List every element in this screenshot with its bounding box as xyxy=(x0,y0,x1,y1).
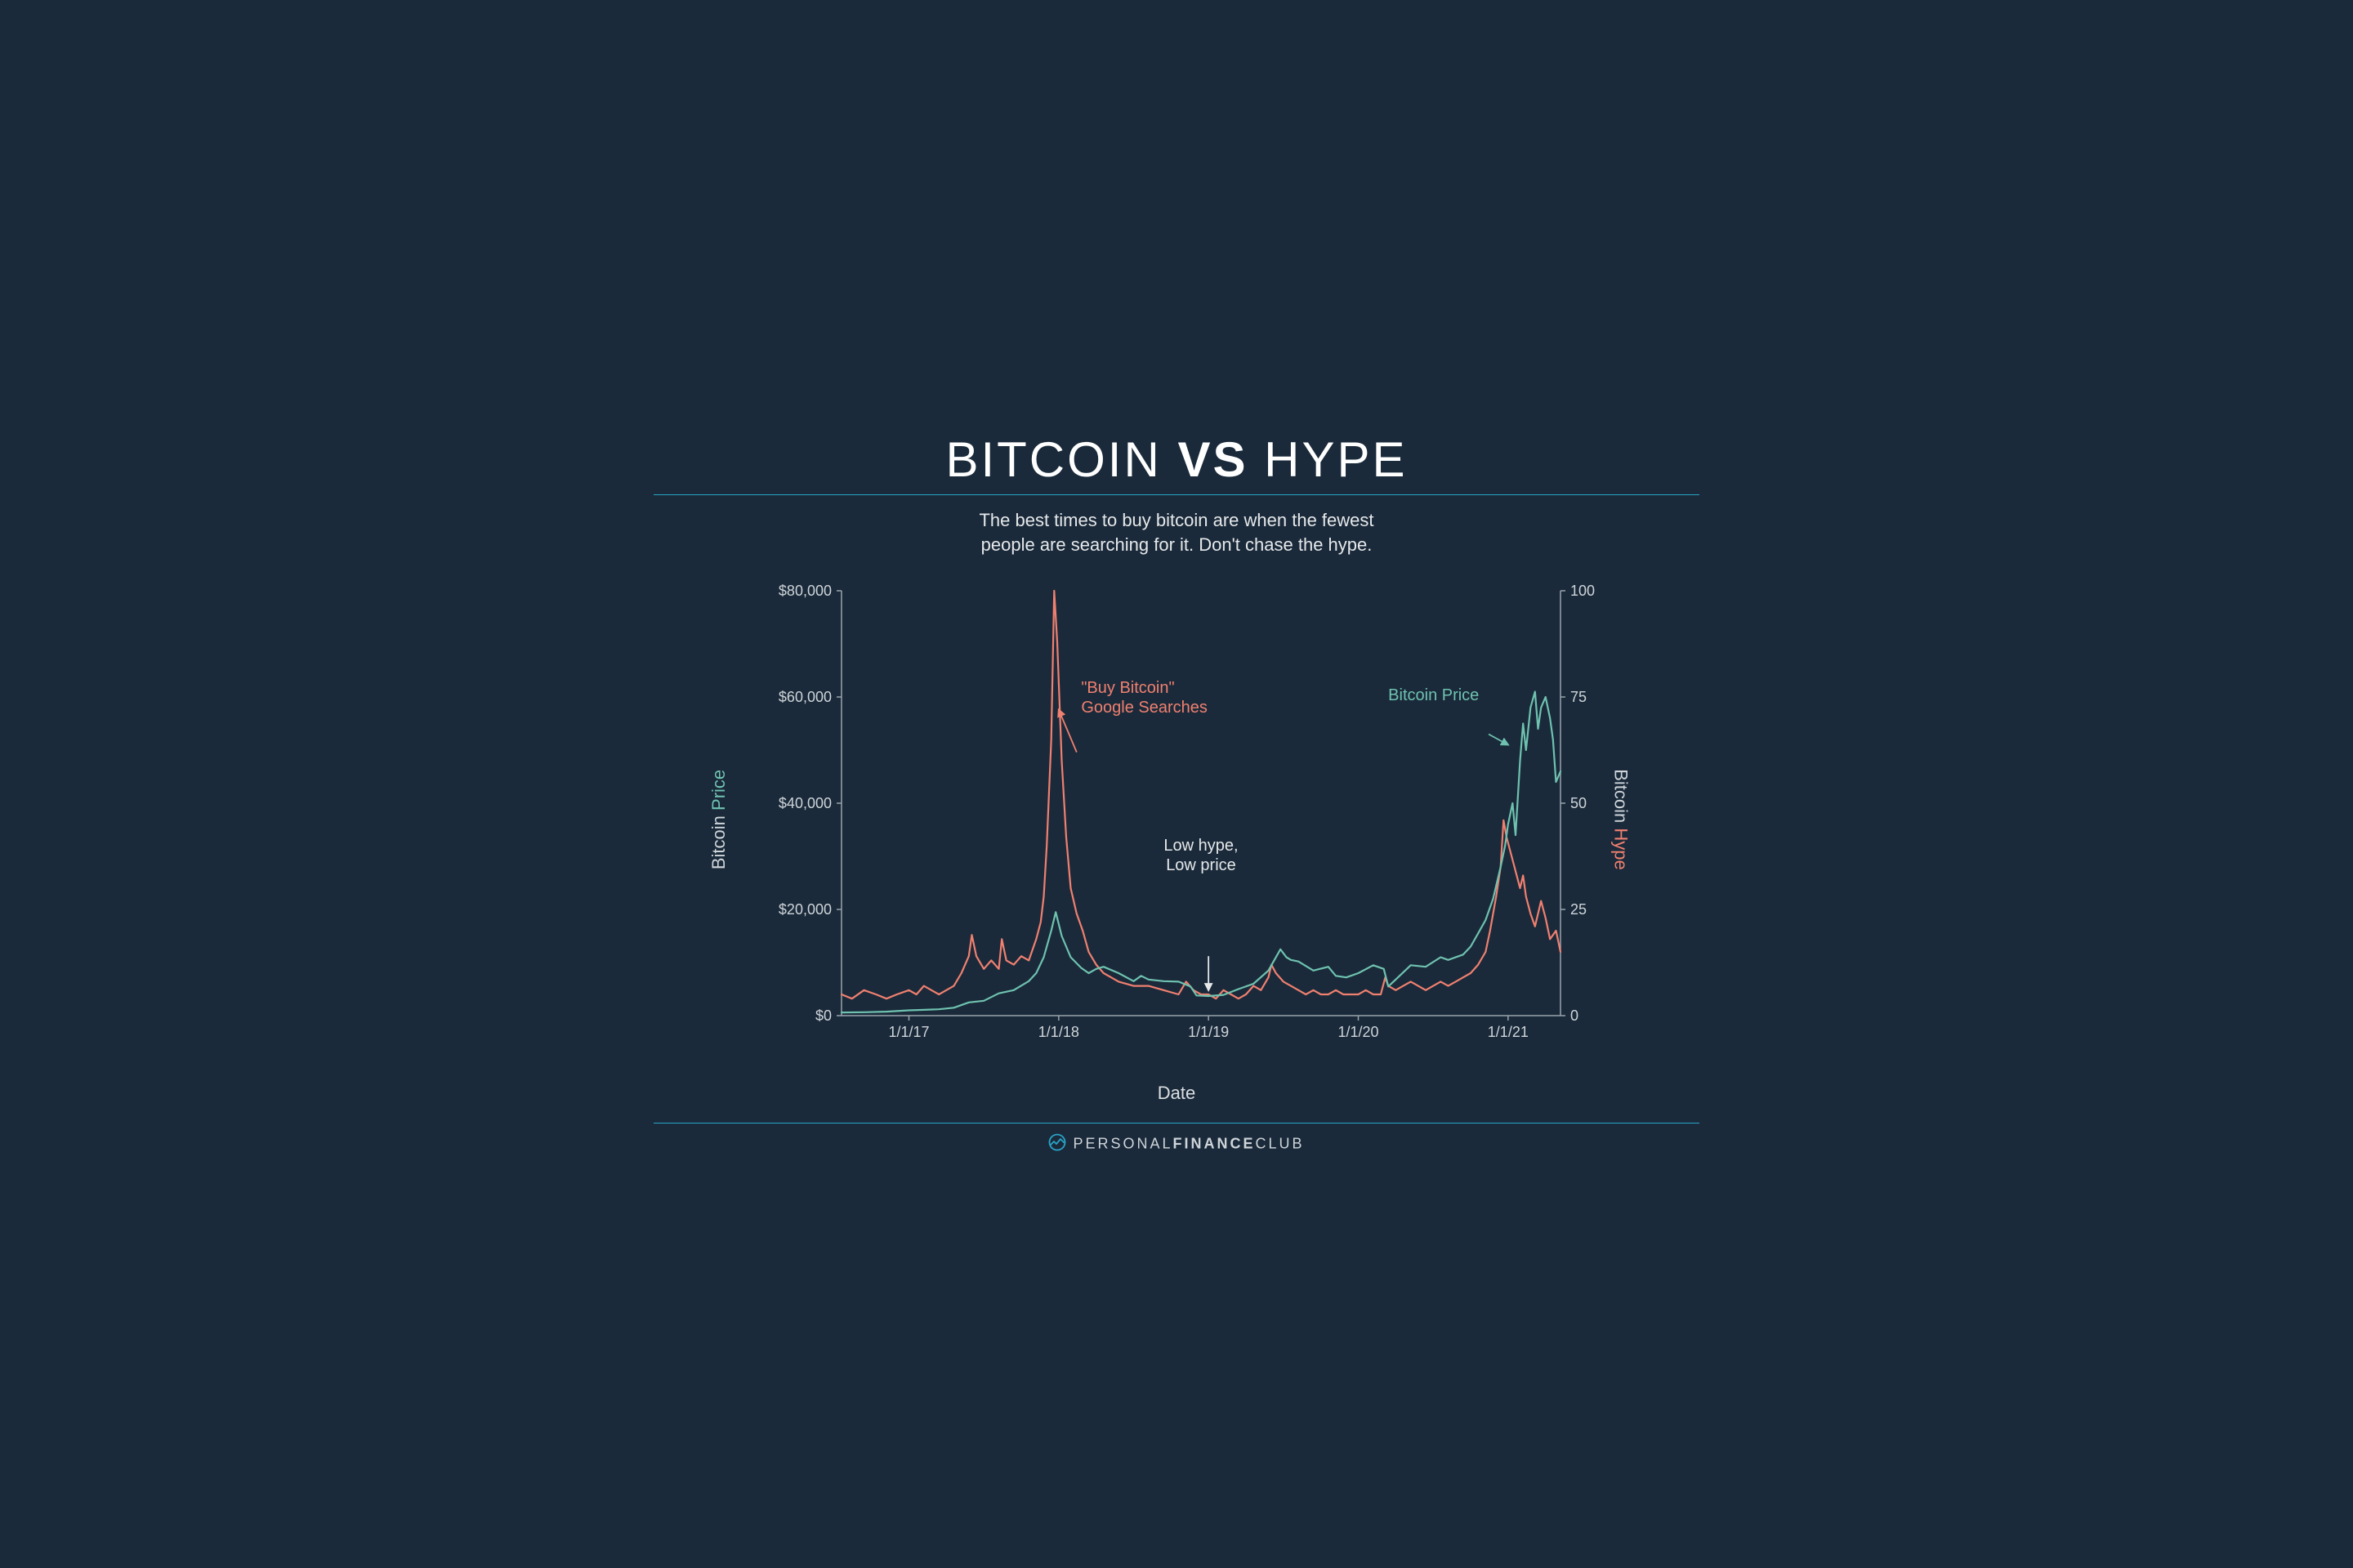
svg-text:Low price: Low price xyxy=(1166,856,1236,874)
footer-rule xyxy=(654,1123,1699,1124)
brand-pre: PERSONAL xyxy=(1073,1135,1172,1151)
svg-text:1/1/18: 1/1/18 xyxy=(1038,1024,1079,1040)
svg-text:$20,000: $20,000 xyxy=(779,901,832,918)
svg-text:1/1/21: 1/1/21 xyxy=(1488,1024,1529,1040)
brand-post: CLUB xyxy=(1256,1135,1305,1151)
svg-text:Google Searches: Google Searches xyxy=(1081,699,1208,717)
svg-text:25: 25 xyxy=(1570,901,1587,918)
svg-text:$60,000: $60,000 xyxy=(779,689,832,705)
svg-text:1/1/19: 1/1/19 xyxy=(1188,1024,1229,1040)
title-pre: BITCOIN xyxy=(945,432,1177,487)
title-post: HYPE xyxy=(1248,432,1408,487)
chart-area: Bitcoin Price Bitcoin Hype $0$20,000$40,… xyxy=(727,574,1626,1065)
infographic-card: BITCOIN VS HYPE The best times to buy bi… xyxy=(588,392,1765,1177)
svg-text:1/1/17: 1/1/17 xyxy=(888,1024,929,1040)
svg-text:75: 75 xyxy=(1570,689,1587,705)
svg-text:$80,000: $80,000 xyxy=(779,583,832,599)
footer: PERSONALFINANCECLUB xyxy=(654,1123,1699,1155)
title-rule xyxy=(654,494,1699,495)
y-left-colored: Price xyxy=(708,770,729,811)
brand-mid: FINANCE xyxy=(1173,1135,1256,1151)
brand-logo-icon xyxy=(1048,1133,1066,1155)
svg-text:100: 100 xyxy=(1570,583,1595,599)
svg-text:Low hype,: Low hype, xyxy=(1163,837,1238,855)
x-axis-label: Date xyxy=(1158,1083,1195,1104)
svg-text:$40,000: $40,000 xyxy=(779,795,832,811)
subtitle-line2: people are searching for it. Don't chase… xyxy=(981,534,1373,555)
svg-text:0: 0 xyxy=(1570,1007,1578,1024)
y-left-prefix: Bitcoin xyxy=(708,811,729,869)
title-mid: VS xyxy=(1177,432,1248,487)
svg-text:$0: $0 xyxy=(815,1007,832,1024)
chart-svg: $0 $20,000 $40,000 $60,000 $80,000 0 25 50 75 100… xyxy=(727,574,1626,1065)
chart-subtitle: The best times to buy bitcoin are when t… xyxy=(654,508,1699,559)
svg-text:50: 50 xyxy=(1570,795,1587,811)
brand: PERSONALFINANCECLUB xyxy=(654,1133,1699,1155)
svg-text:"Buy Bitcoin": "Buy Bitcoin" xyxy=(1081,679,1174,697)
svg-text:1/1/20: 1/1/20 xyxy=(1337,1024,1378,1040)
chart-title: BITCOIN VS HYPE xyxy=(654,431,1699,488)
svg-text:Bitcoin Price: Bitcoin Price xyxy=(1388,686,1479,704)
subtitle-line1: The best times to buy bitcoin are when t… xyxy=(979,510,1373,530)
